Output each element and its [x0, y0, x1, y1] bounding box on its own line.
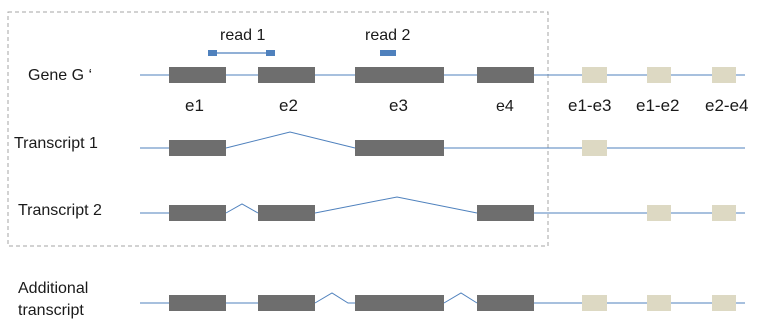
transcript-2-junction-e1-e2 [647, 205, 671, 221]
read-2 [380, 50, 396, 56]
additional-transcript-junction-e2-e4 [712, 295, 736, 311]
read-1-label: read 1 [220, 27, 265, 44]
gene-exon-e2 [258, 67, 315, 83]
gene-exon-e1 [169, 67, 226, 83]
junction-label-e1-e2: e1-e2 [636, 96, 679, 115]
gene-row-label: Gene G ‘ [28, 67, 92, 84]
additional-transcript-label-line2: transcript [18, 302, 84, 319]
gene-exon-e4 [477, 67, 534, 83]
junction-label-e1-e3: e1-e3 [568, 96, 611, 115]
additional-transcript-intron-e3-e4 [443, 292, 478, 304]
transcript-2-exon-e4 [477, 205, 534, 221]
transcript-2-intron-e2-e4 [314, 196, 478, 214]
transcript-1-junction-e1-e3 [582, 140, 607, 156]
exon-label-e4: e4 [496, 98, 514, 115]
additional-transcript-intron-e2-e3 [314, 292, 355, 304]
exon-label-e1: e1 [185, 96, 204, 115]
gene-junction-e1-e2 [647, 67, 671, 83]
read-1 [208, 50, 275, 56]
gene-junction-e1-e3 [582, 67, 607, 83]
gene-exon-e3 [355, 67, 444, 83]
additional-transcript-exon-e2 [258, 295, 315, 311]
gene-junction-e2-e4 [712, 67, 736, 83]
transcript-2-intron-e1-e2 [225, 203, 259, 214]
additional-transcript-exon-e3 [355, 295, 444, 311]
transcript-1-exon-e1 [169, 140, 226, 156]
additional-transcript-junction-e1-e3 [582, 295, 607, 311]
additional-transcript-exon-e1 [169, 295, 226, 311]
additional-transcript-label-line1: Additional [18, 280, 88, 297]
gene-region-frame [7, 11, 549, 247]
transcript-2-junction-e2-e4 [712, 205, 736, 221]
additional-transcript-junction-e1-e2 [647, 295, 671, 311]
transcript-2-exon-e1 [169, 205, 226, 221]
read-1-right-segment [266, 50, 275, 56]
exon-label-e3: e3 [389, 96, 408, 115]
transcript-2-label: Transcript 2 [18, 202, 102, 219]
exon-label-e2: e2 [279, 96, 298, 115]
read-1-left-segment [208, 50, 217, 56]
junction-label-e2-e4: e2-e4 [705, 96, 748, 115]
transcript-1-label: Transcript 1 [14, 135, 98, 152]
transcript-2-exon-e2 [258, 205, 315, 221]
transcript-1-intron-e1-e3 [225, 131, 356, 149]
transcript-1-exon-e3 [355, 140, 444, 156]
read-2-label: read 2 [365, 27, 410, 44]
additional-transcript-exon-e4 [477, 295, 534, 311]
